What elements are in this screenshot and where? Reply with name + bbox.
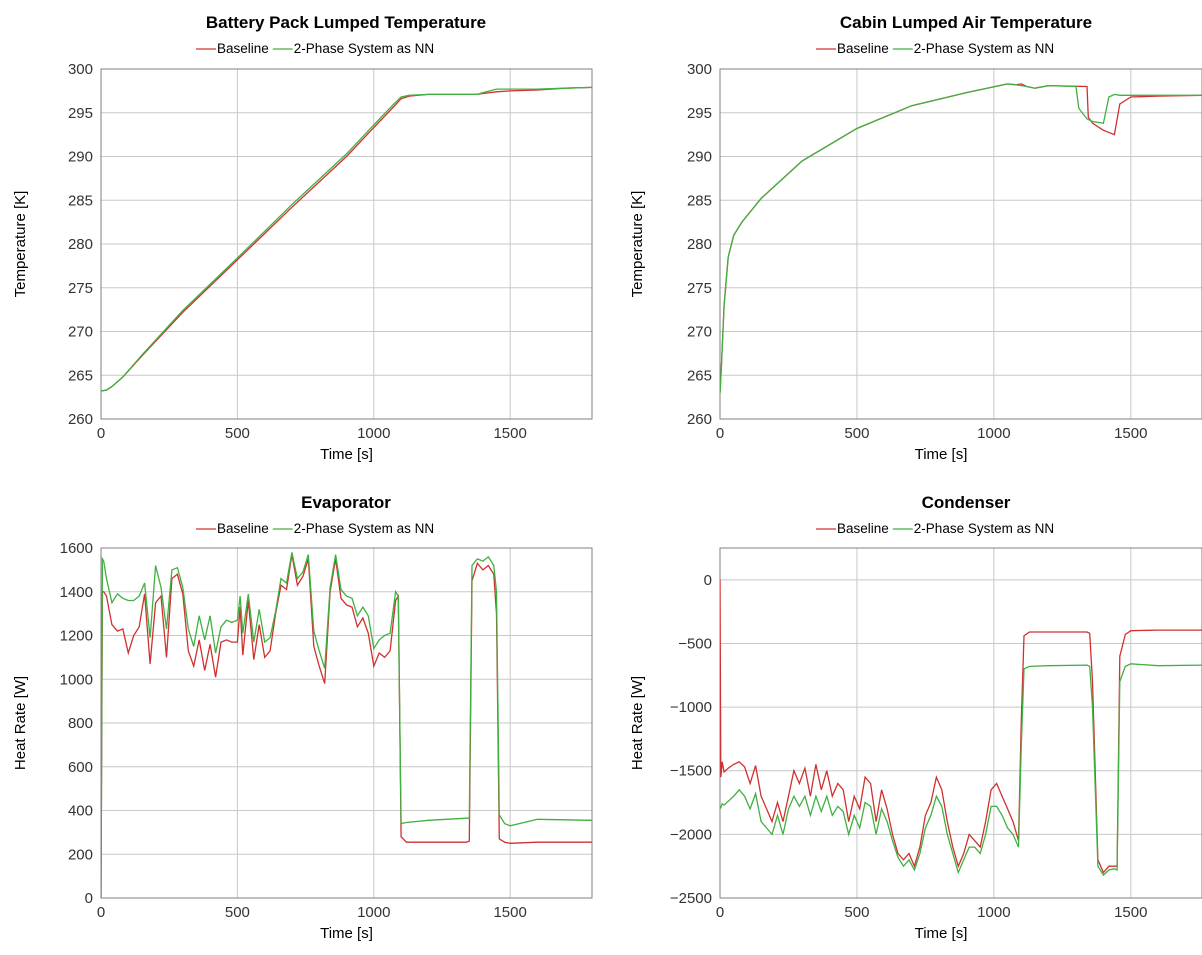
x-tick-label: 0	[716, 425, 724, 442]
y-tick-label: 295	[687, 105, 712, 122]
series-line-baseline	[720, 579, 1202, 874]
x-tick-label: 500	[844, 904, 869, 921]
y-tick-label: −1000	[670, 699, 712, 716]
legend-entry: Baseline	[217, 521, 269, 536]
gridlines	[101, 68, 592, 419]
y-tick-label: 260	[68, 411, 93, 428]
y-tick-label: −500	[678, 635, 712, 652]
gridlines	[720, 548, 1202, 899]
y-tick-label: 275	[68, 280, 93, 297]
legend-entry: Baseline	[837, 41, 889, 56]
chart-panel-2: 0 500 1000 1500 260 265 270 275 280 285 290 295 300 T…	[629, 13, 1202, 463]
x-axis-label: Time [s]	[320, 446, 373, 463]
x-tick-label: 1000	[357, 904, 390, 921]
legend: Baseline 2-Phase System as NN	[196, 41, 434, 56]
series-line-2-phase-system-as-nn	[720, 663, 1202, 877]
x-axis-label: Time [s]	[915, 446, 968, 463]
x-tick-label: 1500	[1114, 904, 1147, 921]
y-tick-label: 285	[687, 192, 712, 209]
gridlines	[720, 68, 1202, 419]
y-tick-label: −2500	[670, 890, 712, 907]
y-tick-label: 265	[687, 367, 712, 384]
chart-title: Battery Pack Lumped Temperature	[206, 13, 486, 32]
legend-entry: 2-Phase System as NN	[294, 521, 434, 536]
x-tick-label: 1000	[977, 425, 1010, 442]
y-tick-label: 285	[68, 192, 93, 209]
series-line-baseline	[101, 86, 592, 392]
legend-entry: 2-Phase System as NN	[914, 41, 1054, 56]
y-tick-label: 270	[687, 324, 712, 341]
gridlines	[101, 547, 592, 898]
chart-panel-4: 0 500 1000 1500 −2500 −2000 −1500 −1000 −500 0 Tim…	[629, 493, 1202, 942]
y-tick-label: 300	[68, 61, 93, 78]
x-tick-label: 500	[225, 425, 250, 442]
series-line-2-phase-system-as-nn	[101, 86, 592, 392]
x-tick-label: 500	[844, 425, 869, 442]
y-tick-label: 265	[68, 367, 93, 384]
legend: Baseline 2-Phase System as NN	[196, 521, 434, 536]
y-axis-label: Temperature [K]	[12, 191, 29, 298]
y-axis-label: Heat Rate [W]	[629, 676, 646, 770]
x-tick-label: 0	[97, 425, 105, 442]
x-tick-label: 0	[97, 904, 105, 921]
plot-frame	[100, 547, 593, 899]
series-line-2-phase-system-as-nn	[720, 83, 1202, 393]
x-tick-label: 0	[716, 904, 724, 921]
y-tick-label: 270	[68, 324, 93, 341]
y-tick-label: 290	[687, 149, 712, 166]
chart-panel-1: 0 500 1000 1500 260 265 270 275 280 285 290 295 300 T…	[12, 13, 593, 463]
x-tick-label: 1500	[493, 904, 526, 921]
chart-title: Condenser	[922, 493, 1011, 512]
x-tick-label: 1000	[357, 425, 390, 442]
y-tick-label: 260	[687, 411, 712, 428]
y-tick-label: −2000	[670, 826, 712, 843]
y-tick-label: 1400	[60, 584, 93, 601]
legend-entry: 2-Phase System as NN	[294, 41, 434, 56]
x-tick-label: 500	[225, 904, 250, 921]
y-tick-label: 0	[704, 572, 712, 589]
y-tick-label: 400	[68, 803, 93, 820]
legend: Baseline 2-Phase System as NN	[816, 41, 1054, 56]
plot-frame	[719, 68, 1202, 420]
y-tick-label: 0	[85, 890, 93, 907]
chart-title: Evaporator	[301, 493, 391, 512]
y-tick-label: 800	[68, 715, 93, 732]
x-tick-label: 1500	[493, 425, 526, 442]
y-tick-label: 300	[687, 61, 712, 78]
legend-entry: Baseline	[837, 521, 889, 536]
chart-title: Cabin Lumped Air Temperature	[840, 13, 1092, 32]
legend: Baseline 2-Phase System as NN	[816, 521, 1054, 536]
x-axis-label: Time [s]	[915, 925, 968, 942]
y-tick-label: 275	[687, 280, 712, 297]
y-tick-label: 290	[68, 149, 93, 166]
legend-entry: 2-Phase System as NN	[914, 521, 1054, 536]
plot-frame	[100, 68, 593, 420]
series-line-baseline	[720, 83, 1202, 393]
x-tick-label: 1000	[977, 904, 1010, 921]
y-axis-label: Heat Rate [W]	[12, 676, 29, 770]
y-tick-label: 600	[68, 759, 93, 776]
y-tick-label: 280	[68, 236, 93, 253]
y-tick-label: 295	[68, 105, 93, 122]
y-tick-label: −1500	[670, 763, 712, 780]
y-tick-label: 280	[687, 236, 712, 253]
y-tick-label: 1000	[60, 671, 93, 688]
y-tick-label: 200	[68, 846, 93, 863]
y-tick-label: 1600	[60, 540, 93, 557]
series-line-2-phase-system-as-nn	[101, 552, 592, 898]
series-line-baseline	[101, 554, 592, 898]
x-axis-label: Time [s]	[320, 925, 373, 942]
chart-panel-3: 0 500 1000 1500 0 200 400 600 800 1000 1200 1400 160…	[12, 493, 593, 942]
legend-entry: Baseline	[217, 41, 269, 56]
y-tick-label: 1200	[60, 628, 93, 645]
y-axis-label: Temperature [K]	[629, 191, 646, 298]
x-tick-label: 1500	[1114, 425, 1147, 442]
plot-frame	[719, 547, 1202, 899]
